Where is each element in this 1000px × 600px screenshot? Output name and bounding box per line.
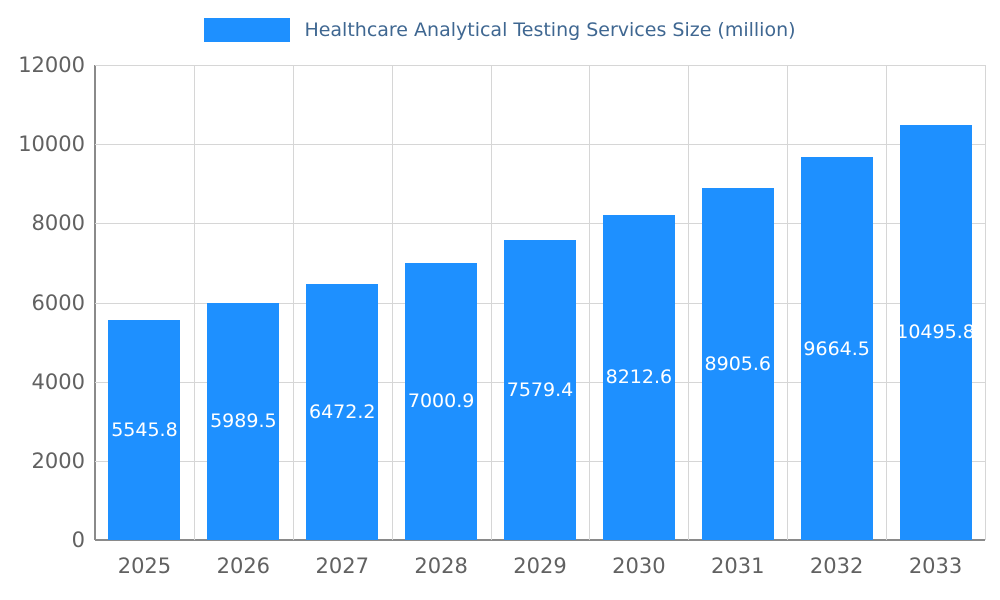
h-gridline — [95, 144, 985, 146]
v-gridline — [688, 65, 690, 540]
x-tick-label: 2026 — [216, 554, 271, 578]
bar-2033 — [899, 124, 972, 540]
v-gridline — [391, 65, 393, 540]
h-gridline — [95, 65, 985, 66]
v-gridline — [490, 65, 492, 540]
chart-legend[interactable]: Healthcare Analytical Testing Services S… — [0, 16, 1000, 44]
y-tick-label: 0 — [71, 528, 85, 552]
bar-2028 — [405, 262, 478, 540]
bar-2030 — [602, 214, 675, 540]
legend-swatch — [204, 18, 291, 42]
x-tick-label: 2030 — [612, 554, 666, 578]
plot-area: 5545.8 5989.5 6472.2 7000.9 7579.4 8212.6 8905… — [94, 65, 986, 541]
chart-title: Healthcare Analytical Testing Services S… — [304, 19, 796, 41]
x-tick-label: 2033 — [908, 554, 963, 578]
bar-2032 — [800, 157, 873, 540]
v-gridline — [886, 65, 888, 540]
v-gridline — [193, 65, 195, 540]
y-tick-label: 6000 — [31, 290, 85, 315]
bar-value-label: 7000.9 — [407, 390, 475, 413]
bar-value-label: 7579.4 — [506, 378, 574, 401]
bar-2027 — [306, 283, 379, 540]
x-tick-label: 2029 — [513, 554, 567, 578]
bar-2026 — [207, 302, 280, 540]
y-tick-label: 4000 — [31, 369, 85, 394]
x-tick-label: 2031 — [711, 554, 765, 578]
h-gridline — [95, 223, 985, 225]
bar-value-label: 9664.5 — [803, 337, 870, 360]
y-tick-label: 2000 — [31, 448, 85, 473]
y-tick-label: 10000 — [18, 132, 85, 157]
bar-2031 — [701, 187, 774, 540]
bar-value-label: 10495.8 — [896, 321, 975, 344]
v-gridline — [787, 65, 789, 540]
v-gridline — [589, 65, 591, 540]
x-tick-label: 2027 — [315, 554, 369, 578]
bar-value-label: 5545.8 — [111, 419, 178, 442]
bar-value-label: 5989.5 — [210, 410, 277, 433]
y-tick-label: 8000 — [31, 211, 85, 236]
v-gridline — [985, 65, 986, 540]
v-gridline — [292, 65, 294, 540]
bar-value-label: 8212.6 — [605, 366, 673, 389]
bar-value-label: 8905.6 — [704, 352, 772, 375]
bar-2025 — [108, 320, 181, 540]
bar-2029 — [504, 239, 576, 540]
x-tick-label: 2032 — [809, 554, 864, 578]
x-tick-label: 2025 — [117, 554, 172, 578]
bar-value-label: 6472.2 — [308, 400, 376, 423]
x-tick-label: 2028 — [414, 554, 468, 578]
x-axis-line — [95, 539, 985, 541]
y-tick-label: 12000 — [18, 53, 85, 77]
